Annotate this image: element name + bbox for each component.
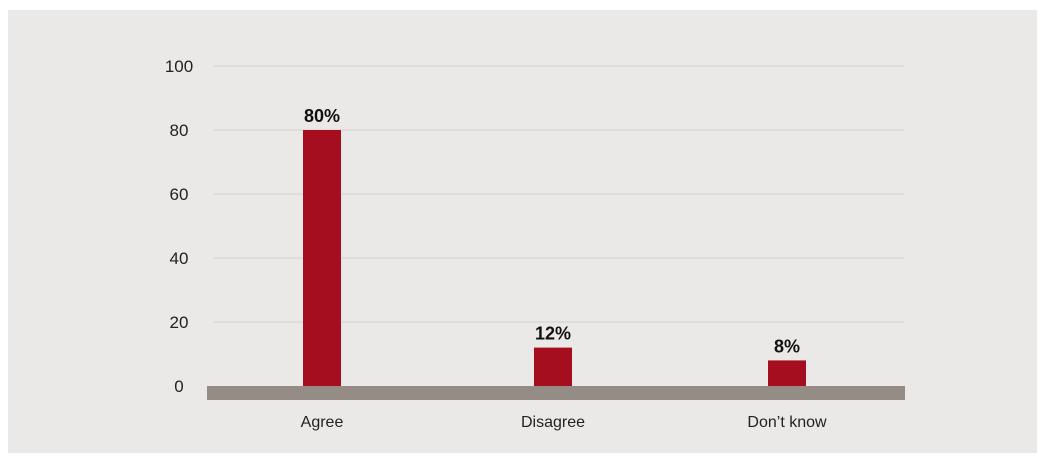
bar <box>768 360 806 386</box>
data-label: 80% <box>304 106 340 126</box>
y-tick-label: 80 <box>170 121 189 140</box>
bars <box>303 130 806 386</box>
x-category-label: Disagree <box>521 414 585 431</box>
y-tick-label: 20 <box>170 313 189 332</box>
x-category-label: Don’t know <box>747 414 827 431</box>
x-axis-labels: Agree Disagree Don’t know <box>301 414 827 431</box>
y-tick-label: 40 <box>170 249 189 268</box>
chart-panel <box>8 10 1037 453</box>
data-label: 12% <box>535 324 571 344</box>
y-tick-label: 60 <box>170 185 189 204</box>
y-axis-ticks: 0 20 40 60 80 100 <box>165 57 193 396</box>
bar <box>303 130 341 386</box>
data-label: 8% <box>774 336 800 356</box>
bar <box>534 347 572 386</box>
data-labels: 80% 12% 8% <box>304 106 800 356</box>
y-tick-label: 100 <box>165 57 193 76</box>
x-axis-baseline-bar <box>207 386 905 400</box>
x-axis-baseline <box>207 386 905 400</box>
x-category-label: Agree <box>301 414 344 431</box>
y-tick-label: 0 <box>174 377 183 396</box>
